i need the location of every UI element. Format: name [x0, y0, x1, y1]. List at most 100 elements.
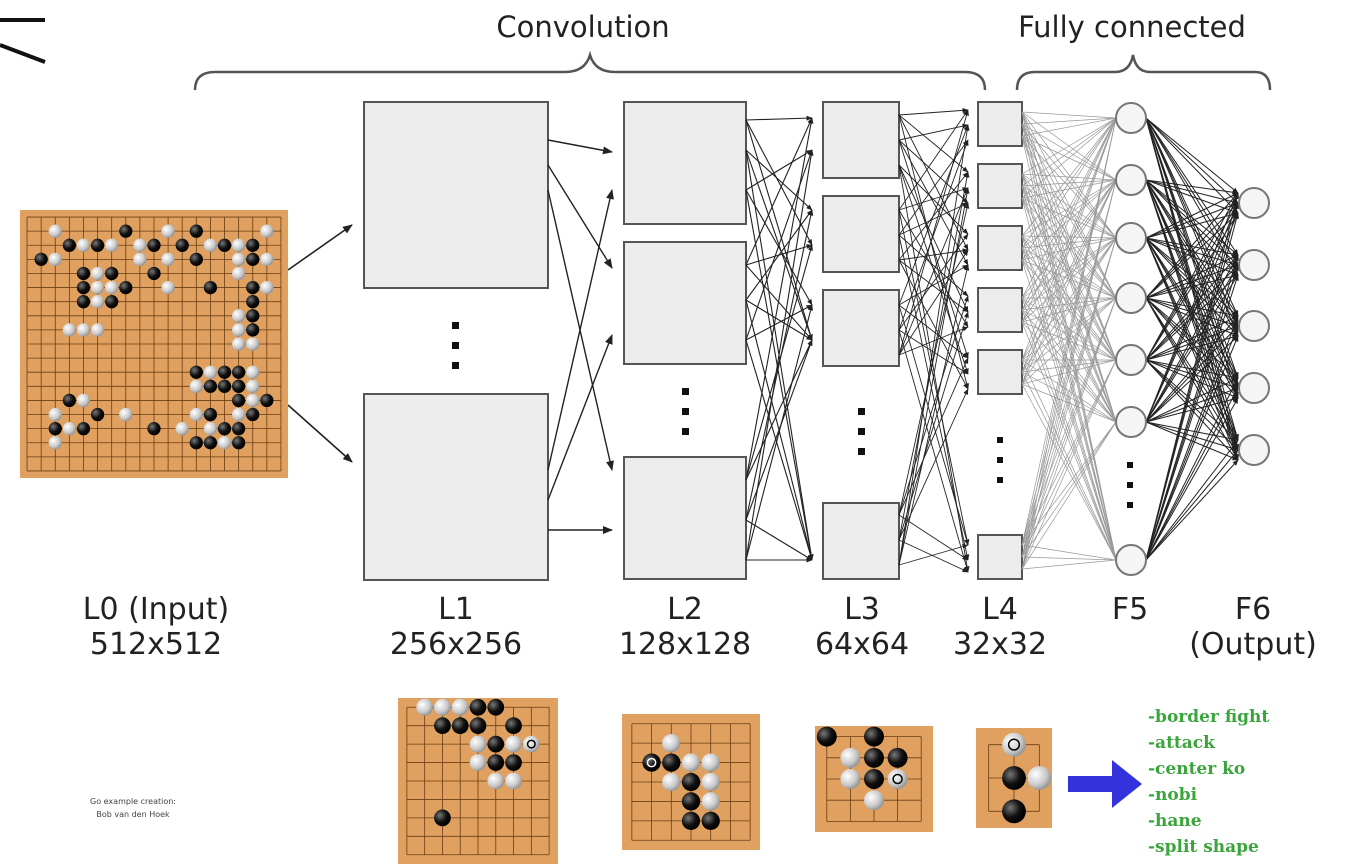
- white-stone: [662, 734, 681, 753]
- connection-line: [1145, 117, 1239, 214]
- connection-line: [745, 149, 813, 191]
- white-stone: [232, 337, 246, 351]
- connection-line: [1021, 297, 1117, 561]
- black-stone: [681, 792, 701, 811]
- black-stone: [189, 252, 203, 266]
- connection-line: [1145, 179, 1239, 266]
- white-stone: [701, 792, 720, 811]
- connection-line: [1145, 202, 1239, 299]
- black-stone: [62, 238, 76, 252]
- connection-line: [1021, 135, 1117, 561]
- connection-line: [1145, 264, 1239, 423]
- connection-line: [1021, 111, 1117, 119]
- white-stone: [246, 337, 260, 351]
- black-stone: [505, 717, 522, 735]
- l2-feature-map-2: [623, 241, 747, 365]
- black-stone: [105, 295, 119, 309]
- connection-line: [1021, 297, 1117, 570]
- connection-line: [745, 115, 813, 121]
- connection-line: [745, 304, 814, 561]
- connection-line: [547, 139, 613, 155]
- connection-line: [1145, 179, 1239, 337]
- connection-line: [898, 109, 969, 356]
- connection-line: [1021, 359, 1117, 570]
- connection-line: [898, 539, 969, 573]
- connection-line: [1145, 325, 1239, 561]
- layer-label-f6: F6 (Output): [1189, 592, 1317, 662]
- white-stone: [487, 772, 505, 790]
- white-stone: [161, 280, 175, 295]
- connection-line: [1021, 371, 1117, 561]
- connection-line: [1145, 192, 1239, 239]
- l2-feature-map-3: [623, 456, 747, 580]
- connection-line: [1021, 179, 1117, 385]
- black-stone: [662, 753, 681, 772]
- black-stone: [232, 365, 246, 379]
- layer-label-l0: L0 (Input) 512x512: [83, 592, 229, 662]
- white-stone: [522, 735, 540, 753]
- white-stone: [133, 252, 147, 266]
- white-stone: [505, 735, 522, 753]
- white-stone: [232, 323, 246, 337]
- black-stone: [1002, 799, 1026, 824]
- connection-line: [745, 209, 814, 521]
- white-stone: [48, 224, 62, 238]
- connection-line: [1021, 259, 1117, 561]
- connection-line: [898, 124, 969, 306]
- connection-line: [898, 264, 970, 566]
- white-stone: [90, 323, 105, 337]
- white-stone: [105, 238, 119, 252]
- connection-line: [1145, 179, 1239, 461]
- black-stone: [203, 407, 218, 422]
- connection-line: [1145, 254, 1239, 423]
- connections-l4-f5: [1021, 111, 1117, 570]
- connection-line: [1145, 387, 1239, 561]
- f5-neuron: [1115, 102, 1147, 134]
- connection-line: [745, 117, 814, 481]
- black-stone: [147, 422, 161, 436]
- white-stone: [840, 769, 861, 789]
- connection-line: [745, 149, 813, 211]
- white-stone: [175, 422, 189, 436]
- black-stone: [451, 717, 469, 735]
- credit-line-1: Go example creation:: [90, 797, 176, 806]
- connection-line: [1145, 396, 1239, 423]
- connection-line: [898, 124, 970, 566]
- credit-line-2: Bob van den Hoek: [96, 810, 170, 819]
- f6-neuron: [1238, 249, 1270, 281]
- black-stone: [147, 266, 161, 281]
- f5-neuron: [1115, 222, 1147, 254]
- black-stone: [34, 252, 48, 266]
- layer-label-l3: L3 64x64: [815, 592, 909, 662]
- white-stone: [48, 436, 62, 450]
- connection-line: [1021, 117, 1117, 125]
- connections-l2-l3: [745, 115, 814, 563]
- connection-line: [1145, 179, 1239, 451]
- layer-size: 512x512: [89, 627, 223, 662]
- black-stone: [76, 295, 91, 309]
- connection-line: [1021, 197, 1117, 239]
- black-stone: [487, 735, 505, 753]
- white-stone: [161, 252, 175, 266]
- connection-line: [898, 123, 969, 141]
- black-stone: [434, 809, 451, 827]
- connection-line: [1021, 359, 1117, 561]
- connection-line: [1021, 117, 1117, 385]
- connection-line: [898, 329, 969, 573]
- connections-f5-f6: [1145, 117, 1240, 561]
- f5-neurons: [1115, 102, 1147, 576]
- white-stone: [505, 772, 522, 790]
- black-stone: [175, 238, 189, 252]
- black-stone: [864, 769, 884, 789]
- connection-line: [1021, 197, 1117, 561]
- connection-line: [1145, 421, 1239, 451]
- black-stone: [246, 309, 260, 323]
- white-stone: [133, 238, 147, 252]
- black-stone: [681, 811, 701, 830]
- ellipsis-dots: [452, 322, 1133, 508]
- white-stone: [189, 407, 203, 422]
- connection-line: [1145, 212, 1239, 239]
- f5-neuron: [1115, 282, 1147, 314]
- connection-line: [898, 259, 969, 313]
- white-stone: [864, 790, 884, 811]
